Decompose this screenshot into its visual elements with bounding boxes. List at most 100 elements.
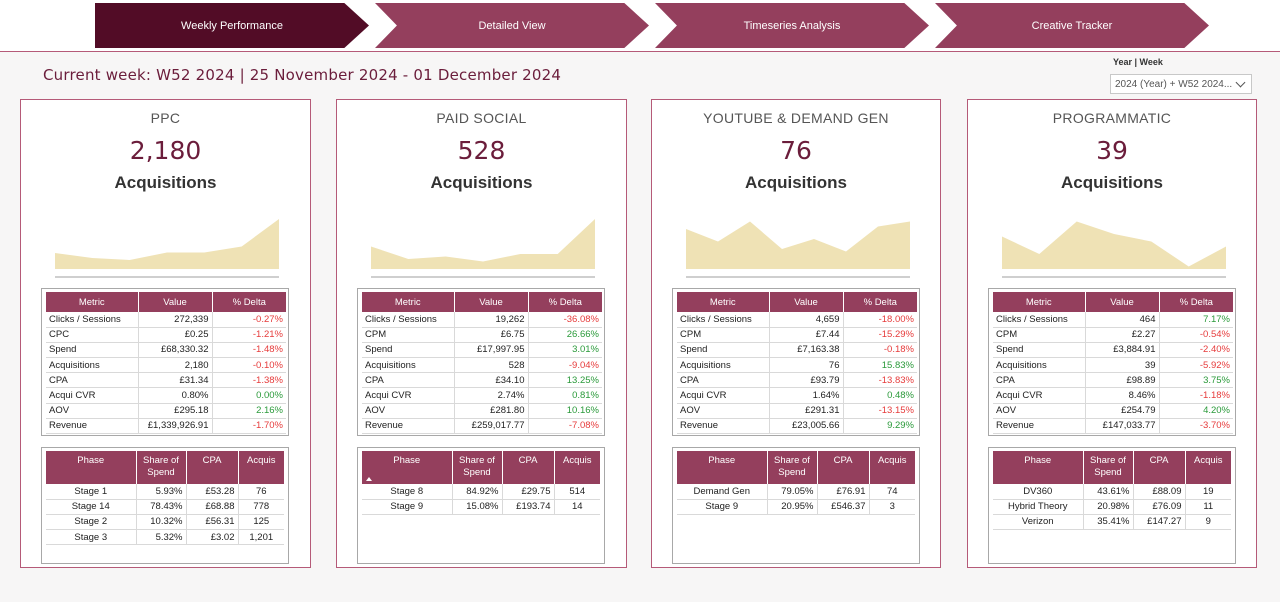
column-header-acquis[interactable]: Acquis [554, 451, 600, 484]
phase-share: 35.41% [1082, 514, 1133, 531]
phase-acquis: 14 [553, 499, 600, 515]
metric-delta: 10.16% [528, 403, 602, 419]
phase-name: Stage 8 [362, 484, 452, 500]
table-row: Acqui CVR 8.46% -1.18% [993, 387, 1233, 404]
metric-value: £23,005.66 [768, 418, 844, 435]
column-header-delta[interactable]: % Delta [212, 292, 286, 312]
phase-share: 5.32% [135, 529, 186, 546]
table-row: CPA £31.34 -1.38% [46, 372, 286, 389]
metric-name: Spend [677, 342, 769, 359]
phase-cpa: £29.75 [501, 484, 554, 500]
card-title: PPC [150, 110, 181, 126]
metric-delta: 9.29% [843, 418, 917, 435]
table-row: CPA £93.79 -13.83% [677, 372, 917, 389]
column-header-value[interactable]: Value [1085, 292, 1160, 312]
phase-name: DV360 [993, 484, 1083, 500]
column-header-metric[interactable]: Metric [46, 292, 139, 312]
metric-name: AOV [362, 403, 454, 419]
table-row: Clicks / Sessions 272,339 -0.27% [46, 312, 286, 328]
metric-name: Acqui CVR [677, 387, 769, 404]
column-header-delta[interactable]: % Delta [843, 292, 917, 312]
card-kpi-label: Acquisitions [744, 173, 847, 192]
column-header-delta[interactable]: % Delta [1159, 292, 1233, 312]
column-header-phase-label: Phase [708, 455, 736, 466]
metric-delta: -9.04% [528, 357, 602, 374]
column-header-cpa[interactable]: CPA [817, 451, 870, 484]
column-header-share-of-spend[interactable]: Share of Spend [1083, 451, 1134, 484]
column-header-cpa[interactable]: CPA [1133, 451, 1186, 484]
column-header-phase[interactable]: Phase [677, 451, 768, 484]
table-row: Acqui CVR 0.80% 0.00% [46, 387, 286, 404]
table-row: Spend £68,330.32 -1.48% [46, 342, 286, 359]
column-header-share-of-spend[interactable]: Share of Spend [136, 451, 187, 484]
phase-cpa: £3.02 [185, 529, 238, 546]
phase-share: 20.95% [766, 499, 817, 515]
metric-value: £6.75 [453, 327, 529, 343]
column-header-metric[interactable]: Metric [677, 292, 770, 312]
column-header-share-of-spend[interactable]: Share of Spend [767, 451, 818, 484]
column-header-phase[interactable]: Phase [46, 451, 137, 484]
column-header-acquis[interactable]: Acquis [1185, 451, 1231, 484]
table-row: Acquisitions 76 15.83% [677, 357, 917, 374]
metric-name: Revenue [993, 418, 1085, 435]
card-paid-social: PAID SOCIAL 528 Acquisitions Metric Valu… [336, 99, 627, 568]
phase-acquis: 76 [237, 484, 284, 500]
column-header-phase[interactable]: Phase [362, 451, 453, 484]
card-title: PAID SOCIAL [436, 110, 527, 126]
metric-name: AOV [993, 403, 1085, 419]
metric-delta: 13.25% [528, 372, 602, 389]
card-kpi-label: Acquisitions [114, 173, 217, 192]
tab-weekly-performance[interactable]: Weekly Performance [95, 3, 369, 48]
column-header-cpa[interactable]: CPA [186, 451, 239, 484]
tab-detailed-view[interactable]: Detailed View [375, 3, 649, 48]
column-header-phase[interactable]: Phase [993, 451, 1084, 484]
phase-acquis: 3 [868, 499, 915, 515]
metric-delta: 0.81% [528, 387, 602, 404]
tab-timeseries-analysis[interactable]: Timeseries Analysis [655, 3, 929, 48]
metrics-table: Metric Value % Delta Clicks / Sessions 4… [672, 288, 920, 436]
column-header-acquis[interactable]: Acquis [869, 451, 915, 484]
metric-value: £1,339,926.91 [137, 418, 213, 435]
top-navigation: Weekly Performance Detailed View Timeser… [0, 0, 1280, 52]
metric-name: Acquisitions [677, 357, 769, 374]
card-kpi-label: Acquisitions [1060, 173, 1163, 192]
sparkline-chart [55, 219, 279, 278]
table-row: Clicks / Sessions 464 7.17% [993, 312, 1233, 328]
column-header-share-of-spend[interactable]: Share of Spend [452, 451, 503, 484]
table-row: Stage 9 20.95% £546.37 3 [677, 499, 915, 515]
column-header-acquis[interactable]: Acquis [238, 451, 284, 484]
metric-value: £0.25 [137, 327, 213, 343]
table-row: Stage 14 78.43% £68.88 778 [46, 499, 284, 515]
column-header-cpa[interactable]: CPA [502, 451, 555, 484]
phase-share: 10.32% [135, 514, 186, 531]
tab-creative-tracker[interactable]: Creative Tracker [935, 3, 1209, 48]
phase-acquis: 778 [237, 499, 284, 515]
metric-value: 4,659 [768, 312, 844, 328]
metric-value: £31.34 [137, 372, 213, 389]
metric-value: £34.10 [453, 372, 529, 389]
column-header-value[interactable]: Value [138, 292, 213, 312]
metric-name: Acquisitions [993, 357, 1085, 374]
metric-value: 2,180 [137, 357, 213, 374]
year-week-dropdown[interactable]: 2024 (Year) + W52 2024... [1110, 74, 1252, 94]
metric-name: Clicks / Sessions [993, 312, 1085, 328]
card-youtube-demand-gen: YOUTUBE & DEMAND GEN 76 Acquisitions Met… [651, 99, 941, 568]
phase-share: 5.93% [135, 484, 186, 500]
column-header-phase-label: Phase [1024, 455, 1052, 466]
metric-name: Revenue [677, 418, 769, 435]
phase-acquis: 11 [1184, 499, 1231, 515]
table-row: Stage 1 5.93% £53.28 76 [46, 484, 284, 500]
metric-delta: -5.92% [1159, 357, 1233, 374]
sort-ascending-icon[interactable] [366, 477, 372, 481]
column-header-value[interactable]: Value [769, 292, 844, 312]
column-header-metric[interactable]: Metric [993, 292, 1086, 312]
table-row: Revenue £23,005.66 9.29% [677, 418, 917, 435]
sparkline-chart [686, 221, 910, 278]
metric-delta: 26.66% [528, 327, 602, 343]
column-header-metric[interactable]: Metric [362, 292, 455, 312]
metric-name: CPM [993, 327, 1085, 343]
metric-name: Clicks / Sessions [677, 312, 769, 328]
column-header-value[interactable]: Value [454, 292, 529, 312]
column-header-delta[interactable]: % Delta [528, 292, 602, 312]
metric-value: £17,997.95 [453, 342, 529, 359]
